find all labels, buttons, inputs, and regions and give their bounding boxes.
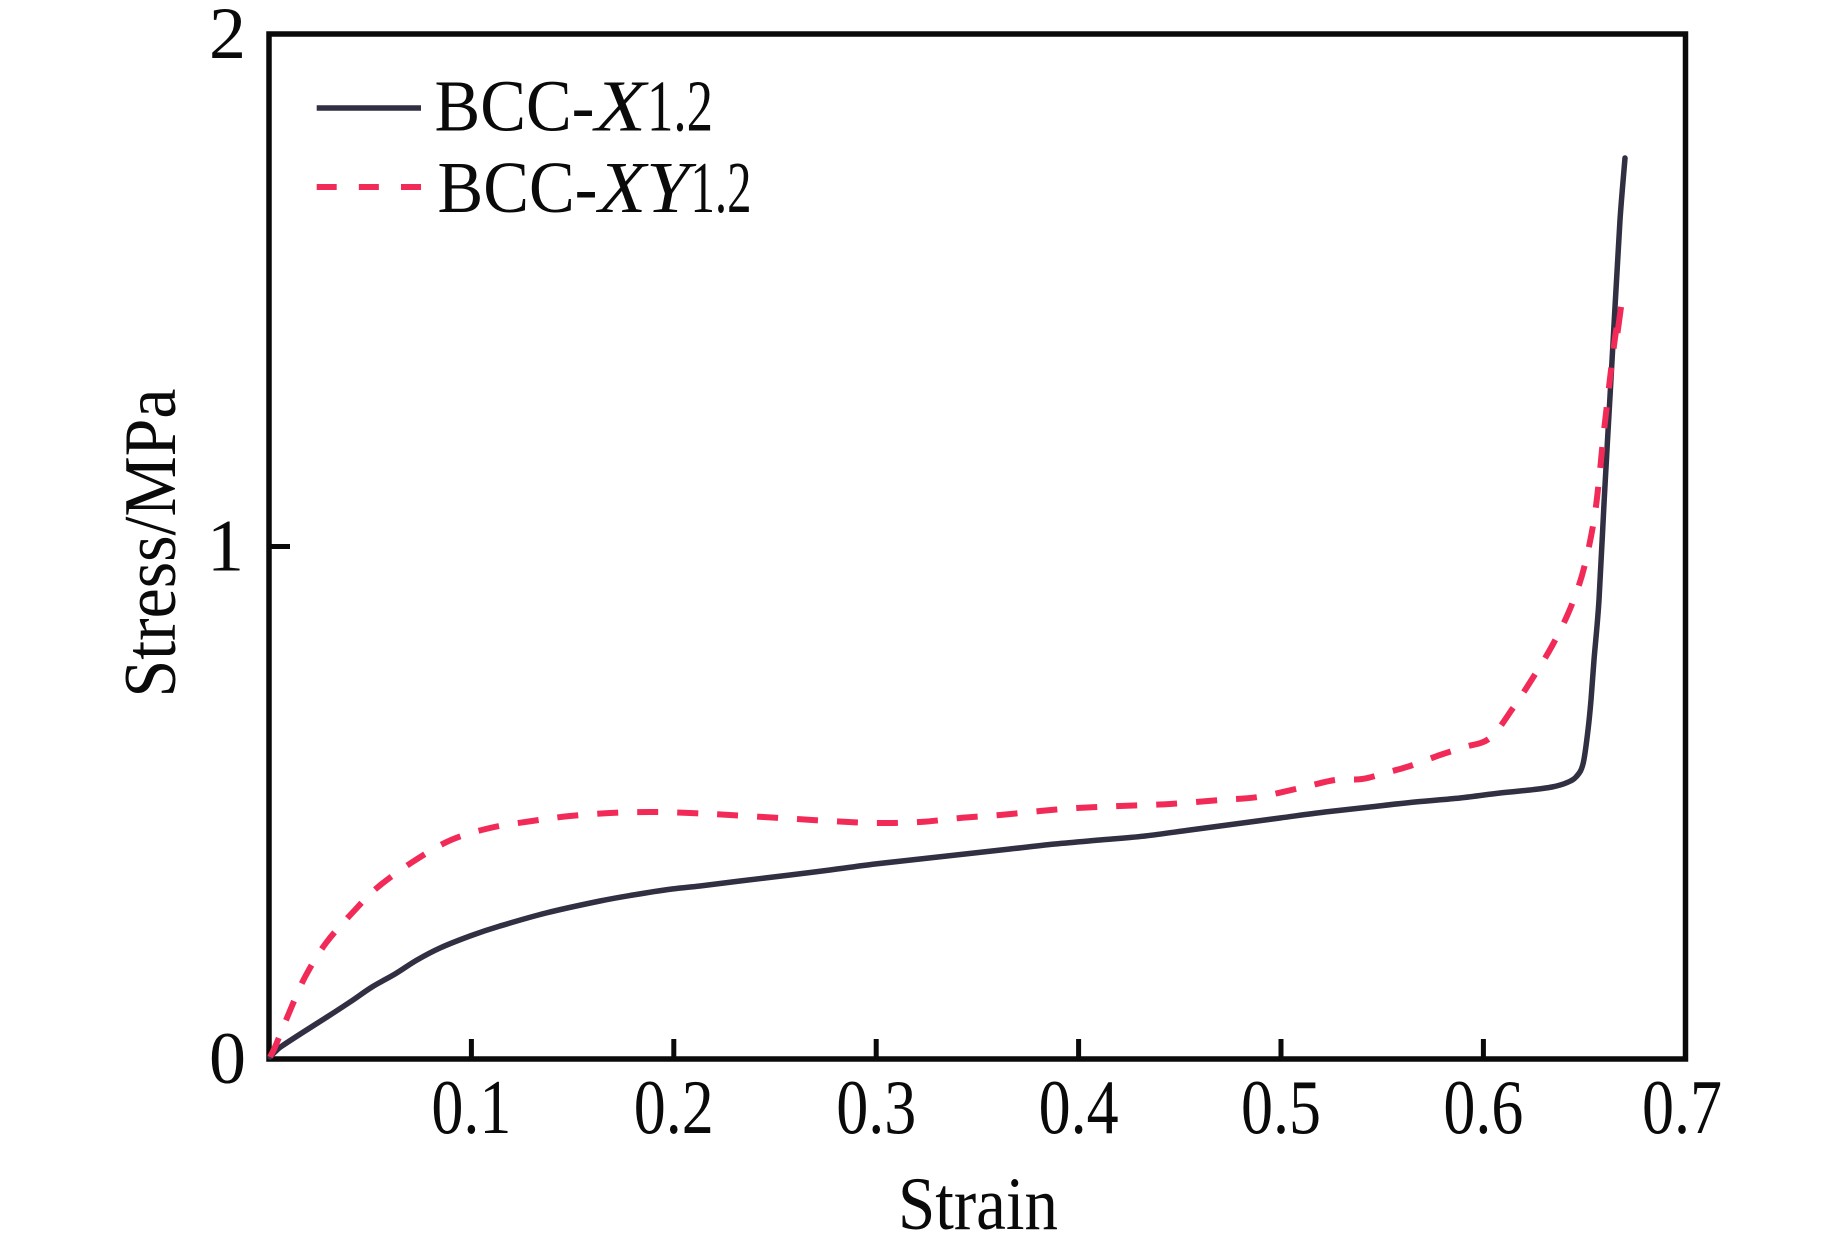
svg-text:X: X [592, 66, 649, 147]
svg-text:0.5: 0.5 [1241, 1064, 1321, 1150]
svg-text:1: 1 [207, 506, 244, 588]
svg-text:BCC-: BCC- [438, 147, 598, 228]
svg-text:1.2: 1.2 [691, 147, 752, 228]
svg-text:Strain: Strain [898, 1163, 1058, 1245]
svg-text:2: 2 [209, 0, 246, 75]
svg-text:0.7: 0.7 [1642, 1064, 1722, 1150]
svg-text:1.2: 1.2 [647, 66, 713, 147]
svg-text:0.2: 0.2 [634, 1064, 714, 1150]
svg-text:0: 0 [209, 1018, 246, 1100]
svg-text:0.6: 0.6 [1443, 1064, 1523, 1150]
svg-text:0.1: 0.1 [431, 1064, 511, 1150]
svg-text:BCC-: BCC- [435, 66, 595, 147]
svg-text:Stress/MPa: Stress/MPa [110, 389, 192, 698]
svg-text:0.3: 0.3 [836, 1064, 916, 1150]
svg-text:0.4: 0.4 [1039, 1064, 1119, 1150]
svg-text:XY: XY [595, 147, 697, 228]
